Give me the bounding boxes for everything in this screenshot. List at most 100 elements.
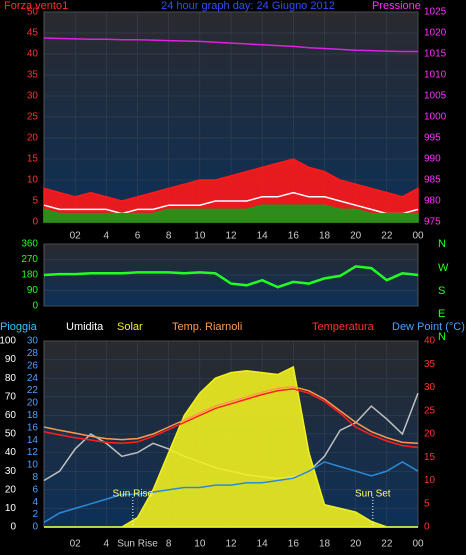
y-tick-label: 26	[27, 360, 39, 371]
y-tick-label: 8	[32, 472, 38, 483]
y-tick-label: 10	[5, 503, 17, 514]
y-tick-label: 40	[27, 49, 39, 60]
y-tick-label: 18	[27, 410, 39, 421]
y-tick-label: 30	[27, 91, 39, 102]
y-tick-label: 30	[27, 336, 39, 347]
series-line	[43, 461, 419, 524]
y-tick-label: 975	[424, 217, 441, 228]
x-tick-label: 10	[194, 539, 206, 550]
y-tick-label: 0	[424, 522, 430, 533]
x-tick-label: 18	[319, 231, 331, 242]
y-tick-label: 180	[21, 270, 38, 281]
y-tick-label: 15	[424, 452, 436, 463]
y-tick-label: 16	[27, 422, 39, 433]
y-tick-label: 25	[27, 112, 39, 123]
series-area	[43, 204, 419, 223]
y-tick-label: 0	[32, 301, 38, 312]
series-area	[44, 365, 418, 528]
y-tick-label: 30	[424, 382, 436, 393]
y-tick-label: 40	[424, 336, 436, 347]
y-tick-label: 40	[5, 447, 17, 458]
series-line	[43, 388, 419, 449]
x-tick-label: 12	[225, 539, 237, 550]
y-tick-label: 12	[27, 447, 39, 458]
y-tick-label: 1000	[424, 112, 447, 123]
x-tick-label: 14	[257, 539, 269, 550]
x-tick-label: 10	[194, 231, 206, 242]
y-tick-label: 20	[27, 398, 39, 409]
series-line	[43, 37, 418, 53]
x-tick-label: 16	[288, 539, 300, 550]
y-tick-label: 1010	[424, 70, 447, 81]
legend-label: Forza vento1	[4, 0, 68, 12]
x-tick-label: 12	[225, 231, 237, 242]
y-tick-label: 985	[424, 175, 441, 186]
series-line	[43, 385, 419, 445]
direction-label: W	[438, 262, 449, 274]
y-tick-label: 980	[424, 196, 441, 207]
series-line	[43, 265, 419, 289]
y-tick-label: 20	[27, 133, 39, 144]
series-line	[43, 191, 419, 215]
y-tick-label: 1015	[424, 49, 447, 60]
x-tick-label: 4	[104, 539, 110, 550]
legend-label: Pioggia	[0, 321, 38, 333]
y-tick-label: 14	[27, 435, 39, 446]
y-tick-label: 50	[27, 7, 39, 18]
legend-label: Umidita	[66, 321, 104, 333]
y-tick-label: 35	[424, 359, 436, 370]
y-tick-label: 22	[27, 385, 39, 396]
y-tick-label: 90	[5, 354, 17, 365]
direction-label: N	[438, 238, 446, 250]
y-tick-label: 2	[32, 509, 38, 520]
plots: 0510152025303540455097598098599099510001…	[0, 7, 447, 550]
y-tick-label: 5	[32, 196, 38, 207]
y-tick-label: 4	[32, 497, 38, 508]
y-tick-label: 990	[424, 154, 441, 165]
y-tick-label: 70	[5, 391, 17, 402]
x-tick-label: 22	[381, 231, 393, 242]
y-tick-label: 995	[424, 133, 441, 144]
x-tick-label: 8	[166, 231, 172, 242]
y-tick-label: 10	[424, 475, 436, 486]
y-tick-label: 6	[32, 484, 38, 495]
y-tick-label: 1025	[424, 7, 447, 18]
y-tick-label: 10	[27, 460, 39, 471]
y-tick-label: 360	[21, 239, 38, 250]
y-tick-label: 20	[5, 484, 17, 495]
legend-label: Dew Point (°C)	[392, 321, 465, 333]
x-tick-label: 00	[412, 539, 424, 550]
y-tick-label: 60	[5, 410, 17, 421]
x-tick-label: Sun Rise	[117, 539, 158, 550]
legend-label: Pressione	[372, 0, 421, 12]
x-tick-label: 8	[166, 539, 172, 550]
y-tick-label: 35	[27, 70, 39, 81]
legend-label: Temp. Riarnoli	[172, 321, 242, 333]
x-tick-label: 6	[135, 231, 141, 242]
y-tick-label: 50	[5, 429, 17, 440]
legend-label: Temperatura	[312, 321, 375, 333]
x-tick-label: 02	[70, 539, 82, 550]
chart-title: 24 hour graph day: 24 Giugno 2012	[161, 0, 335, 12]
x-tick-label: 02	[70, 231, 82, 242]
y-tick-label: 90	[27, 285, 39, 296]
annotation: Sun Rise	[113, 489, 154, 500]
y-tick-label: 30	[5, 466, 17, 477]
y-tick-label: 80	[5, 373, 17, 384]
y-tick-label: 1005	[424, 91, 447, 102]
x-tick-label: 4	[104, 231, 110, 242]
y-tick-label: 25	[424, 405, 436, 416]
y-tick-label: 0	[10, 522, 16, 533]
y-tick-label: 100	[0, 336, 16, 347]
y-tick-label: 5	[424, 498, 430, 509]
direction-label: S	[438, 285, 445, 297]
legend-label: Solar	[117, 321, 143, 333]
y-tick-label: 28	[27, 348, 39, 359]
y-tick-label: 15	[27, 154, 39, 165]
y-tick-label: 0	[32, 217, 38, 228]
y-tick-label: 45	[27, 28, 39, 39]
direction-label: E	[438, 308, 445, 320]
y-tick-label: 20	[424, 429, 436, 440]
y-tick-label: 0	[32, 522, 38, 533]
